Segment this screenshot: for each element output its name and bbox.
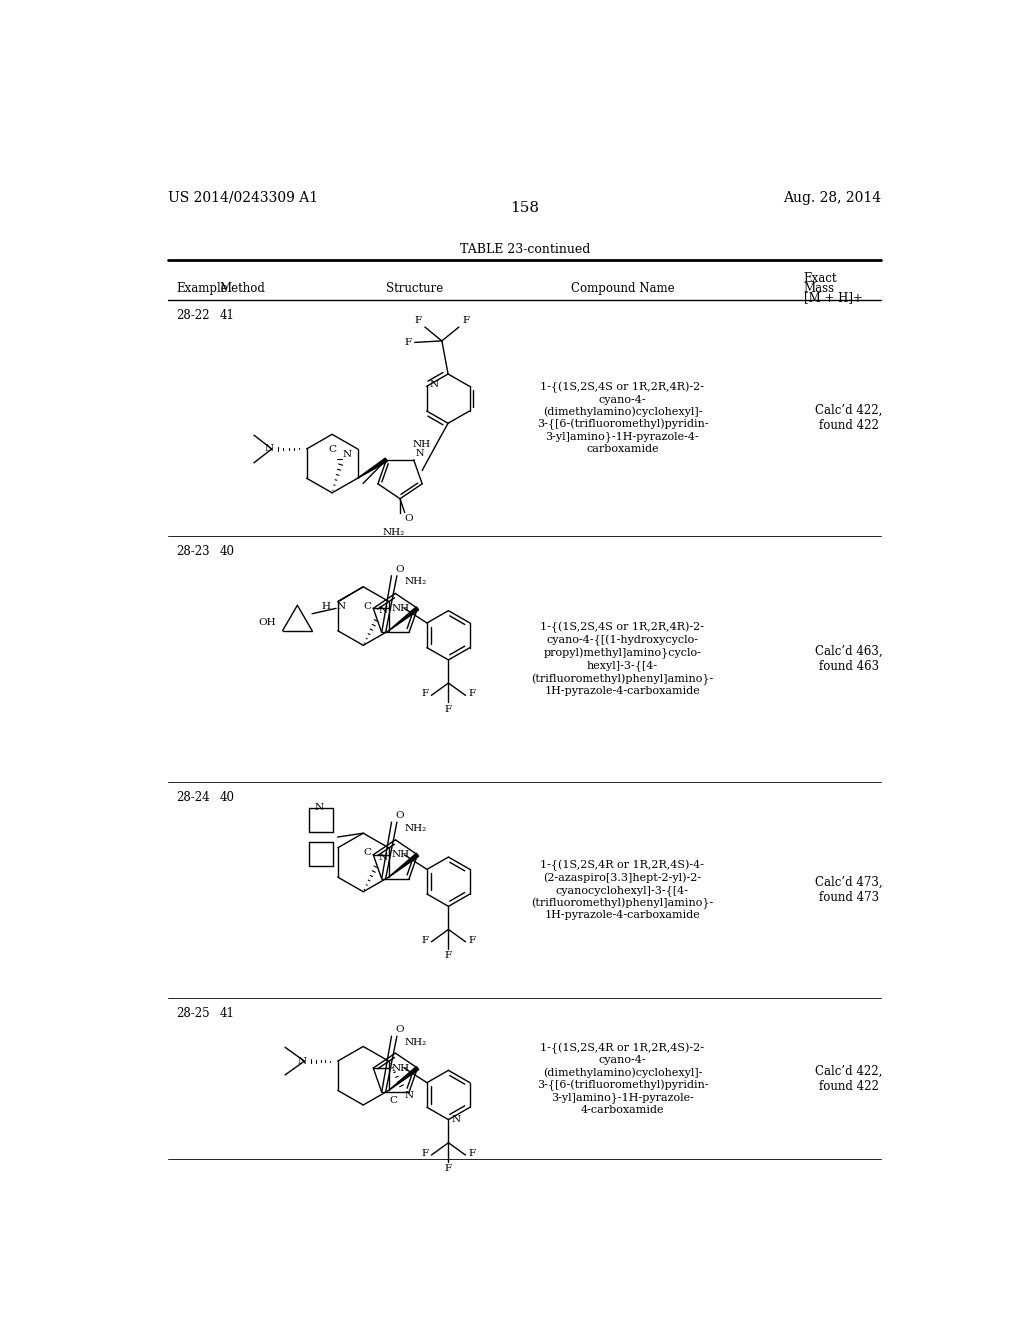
Text: NH₂: NH₂ bbox=[383, 528, 404, 537]
Text: NH: NH bbox=[392, 603, 410, 612]
Text: NH: NH bbox=[392, 1064, 410, 1073]
Text: Calc’d 422,
found 422: Calc’d 422, found 422 bbox=[815, 1064, 883, 1093]
Text: Method: Method bbox=[219, 281, 265, 294]
Text: 1-{(1S,2S,4S or 1R,2R,4R)-2-
cyano-4-
(dimethylamino)cyclohexyl]-
3-{[6-(trifluo: 1-{(1S,2S,4S or 1R,2R,4R)-2- cyano-4- (d… bbox=[537, 381, 709, 454]
Text: O: O bbox=[395, 1026, 404, 1035]
Text: F: F bbox=[469, 1148, 476, 1158]
Text: 28-25: 28-25 bbox=[176, 1007, 210, 1020]
Text: Calc’d 473,
found 473: Calc’d 473, found 473 bbox=[815, 876, 883, 904]
Polygon shape bbox=[357, 458, 387, 478]
Polygon shape bbox=[389, 1067, 419, 1090]
Text: H: H bbox=[322, 602, 331, 611]
Text: Example: Example bbox=[176, 281, 227, 294]
Text: N: N bbox=[336, 602, 345, 611]
Text: 1-{(1S,2S,4R or 1R,2R,4S)-2-
cyano-4-
(dimethylamino)cyclohexyl]-
3-{[6-(trifluo: 1-{(1S,2S,4R or 1R,2R,4S)-2- cyano-4- (d… bbox=[537, 1043, 709, 1114]
Text: N: N bbox=[265, 445, 274, 454]
Text: C: C bbox=[364, 847, 372, 857]
Text: F: F bbox=[421, 689, 428, 698]
Text: C: C bbox=[389, 1096, 397, 1105]
Text: 1-{(1S,2S,4S or 1R,2R,4R)-2-
cyano-4-{[(1-hydroxycyclo-
propyl)methyl]amino}cycl: 1-{(1S,2S,4S or 1R,2R,4R)-2- cyano-4-{[(… bbox=[531, 622, 714, 696]
Text: Structure: Structure bbox=[386, 281, 443, 294]
Text: 1-{(1S,2S,4R or 1R,2R,4S)-4-
(2-azaspiro[3.3]hept-2-yl)-2-
cyanocyclohexyl]-3-{[: 1-{(1S,2S,4R or 1R,2R,4S)-4- (2-azaspiro… bbox=[531, 859, 714, 920]
Text: 41: 41 bbox=[219, 1007, 234, 1020]
Text: C: C bbox=[364, 602, 372, 611]
Text: N: N bbox=[314, 804, 324, 812]
Text: N: N bbox=[298, 1056, 307, 1065]
Text: Calc’d 422,
found 422: Calc’d 422, found 422 bbox=[815, 404, 883, 432]
Text: F: F bbox=[421, 1148, 428, 1158]
Text: 158: 158 bbox=[510, 201, 540, 215]
Text: Mass: Mass bbox=[804, 281, 835, 294]
Text: F: F bbox=[415, 317, 422, 326]
Text: Aug. 28, 2014: Aug. 28, 2014 bbox=[783, 190, 882, 205]
Text: Calc’d 463,
found 463: Calc’d 463, found 463 bbox=[815, 645, 883, 673]
Text: F: F bbox=[462, 317, 469, 326]
Text: US 2014/0243309 A1: US 2014/0243309 A1 bbox=[168, 190, 318, 205]
Text: N: N bbox=[404, 1092, 414, 1100]
Text: [M + H]+: [M + H]+ bbox=[804, 290, 862, 304]
Text: O: O bbox=[403, 515, 413, 523]
Text: NH₂: NH₂ bbox=[404, 577, 427, 586]
Text: 28-24: 28-24 bbox=[176, 792, 210, 804]
Text: F: F bbox=[444, 950, 452, 960]
Text: F: F bbox=[469, 689, 476, 698]
Text: N: N bbox=[379, 853, 388, 862]
Text: Exact: Exact bbox=[804, 272, 838, 285]
Text: 41: 41 bbox=[219, 309, 234, 322]
Text: F: F bbox=[404, 338, 412, 347]
Text: 40: 40 bbox=[219, 792, 234, 804]
Text: N: N bbox=[343, 450, 352, 459]
Polygon shape bbox=[389, 853, 419, 876]
Text: F: F bbox=[444, 705, 452, 714]
Text: N: N bbox=[379, 606, 388, 615]
Text: 40: 40 bbox=[219, 545, 234, 558]
Polygon shape bbox=[389, 607, 419, 631]
Text: O: O bbox=[395, 812, 404, 820]
Text: F: F bbox=[469, 936, 476, 945]
Text: Compound Name: Compound Name bbox=[570, 281, 674, 294]
Text: O: O bbox=[395, 565, 404, 574]
Text: TABLE 23-continued: TABLE 23-continued bbox=[460, 243, 590, 256]
Text: 28-22: 28-22 bbox=[176, 309, 210, 322]
Text: F: F bbox=[421, 936, 428, 945]
Text: NH: NH bbox=[413, 441, 431, 449]
Text: N: N bbox=[452, 1115, 461, 1125]
Text: OH: OH bbox=[259, 618, 276, 627]
Text: F: F bbox=[444, 1164, 452, 1173]
Text: NH₂: NH₂ bbox=[404, 824, 427, 833]
Text: NH: NH bbox=[392, 850, 410, 859]
Text: N: N bbox=[416, 449, 424, 458]
Text: NH₂: NH₂ bbox=[404, 1038, 427, 1047]
Text: C: C bbox=[328, 445, 336, 454]
Text: N: N bbox=[430, 380, 439, 389]
Text: 28-23: 28-23 bbox=[176, 545, 210, 558]
